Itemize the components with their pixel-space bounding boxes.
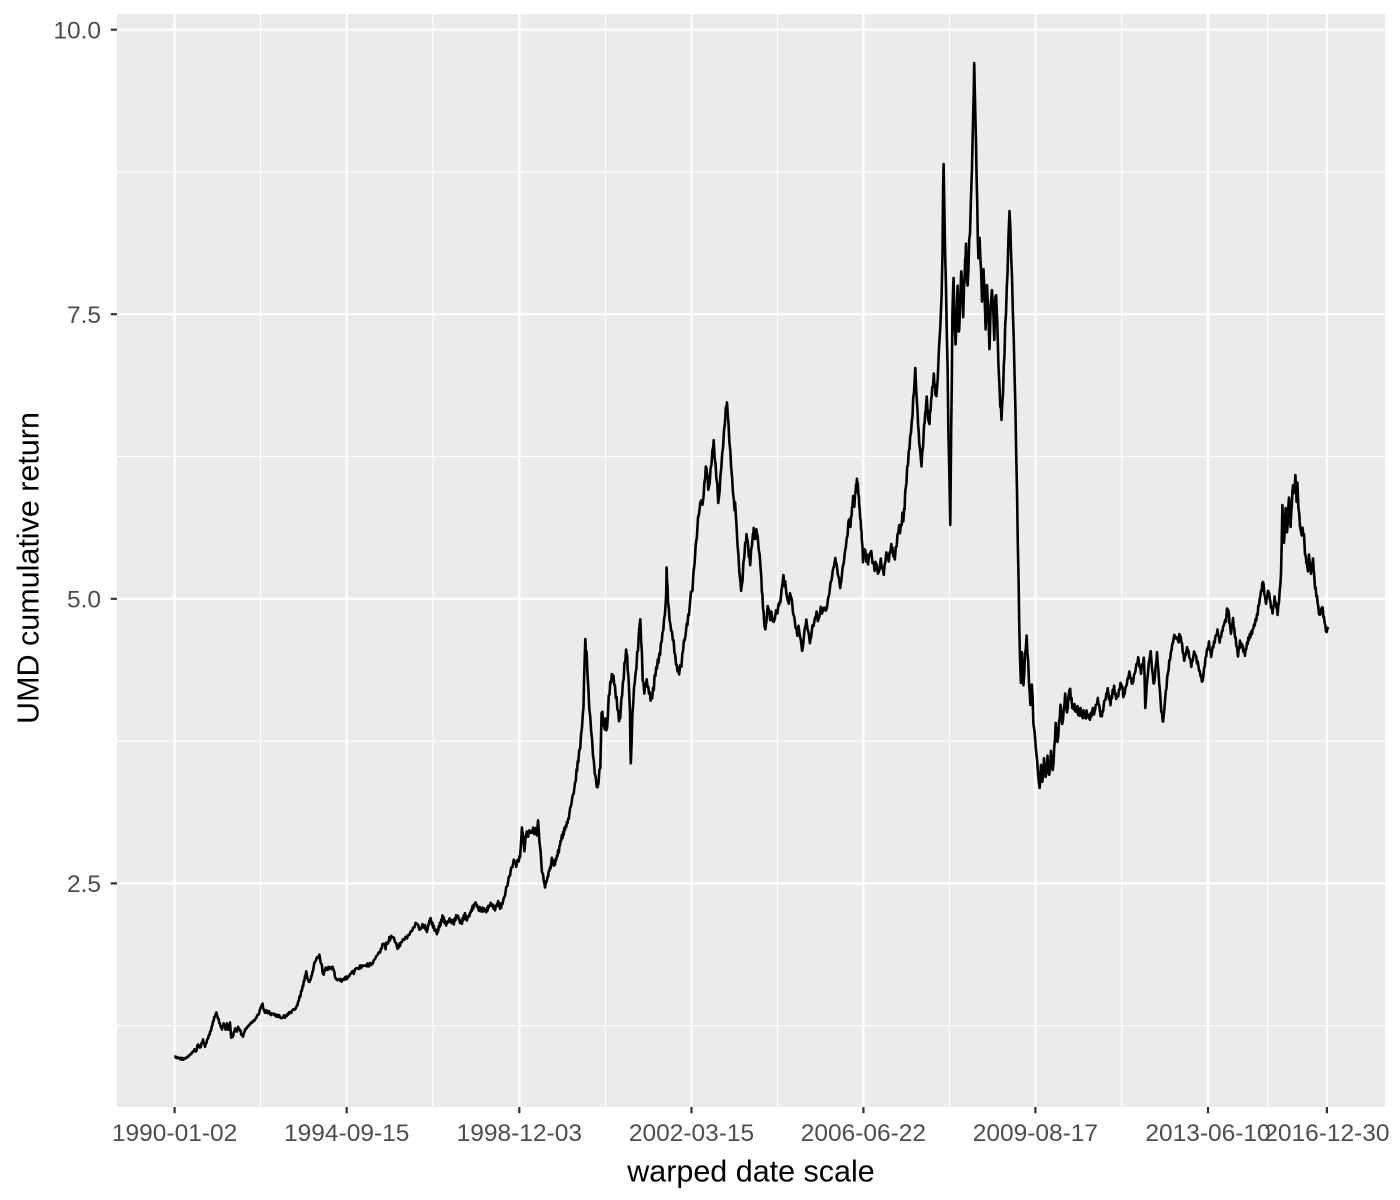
svg-text:7.5: 7.5 (67, 302, 101, 329)
svg-text:2016-12-30: 2016-12-30 (1264, 1120, 1389, 1147)
svg-text:2013-06-10: 2013-06-10 (1145, 1120, 1270, 1147)
svg-text:UMD cumulative return: UMD cumulative return (12, 412, 46, 724)
svg-text:2009-08-17: 2009-08-17 (973, 1120, 1098, 1147)
svg-text:1998-12-03: 1998-12-03 (457, 1120, 582, 1147)
svg-text:1990-01-02: 1990-01-02 (112, 1120, 237, 1147)
svg-text:2002-03-15: 2002-03-15 (629, 1120, 754, 1147)
svg-text:2.5: 2.5 (67, 871, 101, 898)
svg-text:1994-09-15: 1994-09-15 (284, 1120, 409, 1147)
svg-text:2006-06-22: 2006-06-22 (801, 1120, 926, 1147)
svg-text:10.0: 10.0 (53, 18, 101, 45)
svg-text:warped date scale: warped date scale (626, 1155, 875, 1189)
svg-text:5.0: 5.0 (67, 587, 101, 614)
